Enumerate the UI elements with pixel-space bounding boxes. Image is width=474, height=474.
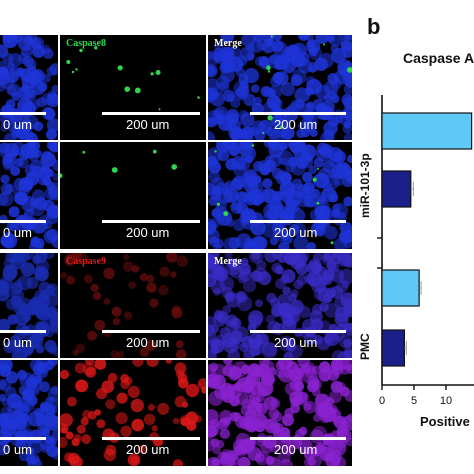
tile-label-caspase9: Caspase9 [66,256,107,267]
scale-bar-label: 0 um [3,117,32,132]
scale-bar-label: 200 um [274,442,318,457]
scale-bar [102,437,200,440]
scale-bar [102,220,200,223]
scale-bar [102,112,200,115]
tile-label-merge: Merge [214,38,242,49]
scale-bar-label: 200 um [126,117,170,132]
scale-bar-label: 200 um [126,335,170,350]
x-axis-label: Positive [420,414,470,429]
scale-bar-label: 0 um [3,335,32,350]
scale-bar-label: 0 um [3,225,32,240]
bar-0-1 [381,170,412,208]
bar-1-1 [381,329,405,367]
scale-bar-label: 200 um [274,117,318,132]
micrograph-r2-c2: Merge 200 um [208,253,352,358]
micrograph-r0-c2: Merge 200 um [208,35,352,140]
scale-bar [250,330,346,333]
chart-plot-area: 0 5 10 [377,95,474,407]
scale-bar [0,330,46,333]
x-tick-label: 10 [440,395,452,407]
bar-0-0 [381,112,473,150]
caspase-bar-chart: Caspase A miR-101-3p PMC 0 5 10 Positive [352,0,474,474]
micrograph-r1-c2: 200 um [208,142,352,249]
micrograph-r3-c2: 200 um [208,360,352,466]
scale-bar-label: 200 um [274,335,318,350]
scale-bar [250,112,346,115]
scale-bar-label: 200 um [274,225,318,240]
micrograph-r1-c1: 200 um [60,142,206,249]
tile-label-merge: Merge [214,256,242,267]
panel-letter-b: b [367,14,381,39]
micrograph-r1-c0: 0 um [0,142,58,249]
bar-1-0 [381,269,420,307]
x-tick-label: 0 [379,395,385,407]
micrograph-r2-c0: 0 um [0,253,58,358]
x-tick-label: 5 [411,395,417,407]
micrograph-r2-c1: Caspase9 200 um [60,253,206,358]
micrograph-r0-c0: 0 um [0,35,58,140]
scale-bar [250,437,346,440]
micrograph-r0-c1: Caspase8 200 um [60,35,206,140]
tile-label-caspase8: Caspase8 [66,38,107,49]
micrograph-r3-c1: 200 um [60,360,206,466]
scale-bar [0,220,46,223]
scale-bar [250,220,346,223]
scale-bar-label: 0 um [3,442,32,457]
scale-bar [0,437,46,440]
chart-title: Caspase A [403,50,474,66]
scale-bar [102,330,200,333]
micrograph-r3-c0: 0 um [0,360,58,466]
scale-bar-label: 200 um [126,442,170,457]
scale-bar [0,112,46,115]
scale-bar-label: 200 um [126,225,170,240]
